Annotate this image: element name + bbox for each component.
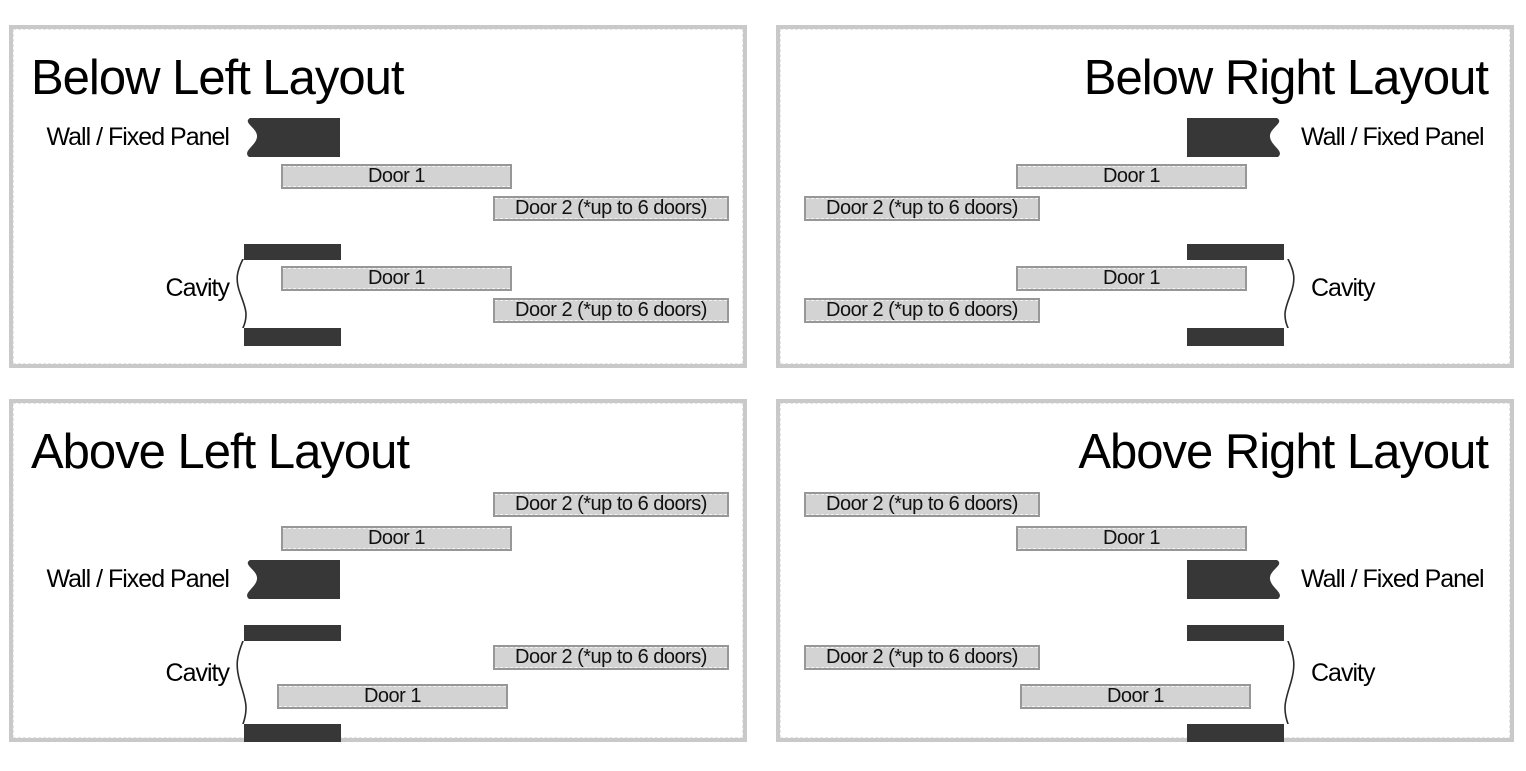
door1-label: Door 1: [1102, 165, 1161, 187]
wall-bar-break-right-icon: [1187, 560, 1280, 599]
cavity-door2-bar: Door 2 (*up to 6 doors): [493, 298, 729, 323]
cavity-wall-bottom-bar: [1187, 724, 1284, 742]
wall-bar-break-left-icon: [247, 118, 340, 157]
panel-below-left: Below Left Layout Wall / Fixed Panel Doo…: [9, 25, 747, 368]
wall-bar-break-left-icon: [247, 560, 340, 599]
door1-bar: Door 1: [281, 526, 512, 551]
door1-bar: Door 1: [281, 164, 512, 189]
wall-fixed-panel-label: Wall / Fixed Panel: [46, 123, 230, 151]
cavity-door2-bar: Door 2 (*up to 6 doors): [804, 298, 1040, 323]
cavity-wall-top-bar: [1187, 625, 1284, 641]
wall-fixed-panel-label: Wall / Fixed Panel: [46, 565, 230, 593]
cavity-door2-bar: Door 2 (*up to 6 doors): [493, 645, 729, 670]
cavity-wall-bottom-bar: [244, 724, 341, 742]
panel-title: Below Right Layout: [1083, 51, 1489, 105]
door1-bar: Door 1: [1016, 526, 1247, 551]
door2-label: Door 2 (*up to 6 doors): [515, 493, 707, 515]
cavity-wall-top-bar: [244, 625, 341, 641]
cavity-door1-bar: Door 1: [281, 266, 512, 291]
cavity-label: Cavity: [165, 273, 230, 302]
door1-label: Door 1: [367, 165, 426, 187]
cavity-wall-top-bar: [244, 244, 341, 260]
cavity-label: Cavity: [1311, 273, 1375, 302]
door1-label: Door 1: [1106, 685, 1165, 707]
panel-title: Above Right Layout: [1078, 425, 1489, 479]
cavity-brace-icon: [1284, 259, 1295, 328]
door1-label: Door 1: [1102, 267, 1161, 289]
panel-title: Above Left Layout: [31, 425, 410, 479]
door1-label: Door 1: [367, 527, 426, 549]
panel-below-right: Below Right Layout Wall / Fixed Panel Do…: [776, 25, 1514, 368]
door2-label: Door 2 (*up to 6 doors): [515, 646, 707, 668]
door1-label: Door 1: [363, 685, 422, 707]
panel-above-left: Above Left Layout Door 2 (*up to 6 doors…: [9, 399, 747, 742]
cavity-door2-bar: Door 2 (*up to 6 doors): [804, 645, 1040, 670]
wall-fixed-panel-label: Wall / Fixed Panel: [1301, 123, 1485, 151]
cavity-brace-icon: [1284, 641, 1295, 724]
panel-above-right: Above Right Layout Door 2 (*up to 6 door…: [776, 399, 1514, 742]
wall-bar-break-right-icon: [1187, 118, 1280, 157]
cavity-wall-bottom-bar: [1187, 328, 1284, 346]
cavity-wall-bottom-bar: [244, 328, 341, 346]
cavity-label: Cavity: [165, 658, 230, 687]
door2-bar: Door 2 (*up to 6 doors): [804, 492, 1040, 517]
cavity-brace-icon: [236, 641, 247, 724]
door2-bar: Door 2 (*up to 6 doors): [804, 196, 1040, 221]
door1-bar: Door 1: [1016, 164, 1247, 189]
door2-label: Door 2 (*up to 6 doors): [826, 197, 1018, 219]
cavity-label: Cavity: [1311, 658, 1375, 687]
wall-fixed-panel-label: Wall / Fixed Panel: [1301, 565, 1485, 593]
cavity-door1-bar: Door 1: [1016, 266, 1247, 291]
cavity-door1-bar: Door 1: [277, 684, 508, 709]
door2-label: Door 2 (*up to 6 doors): [826, 493, 1018, 515]
door2-label: Door 2 (*up to 6 doors): [826, 299, 1018, 321]
door2-label: Door 2 (*up to 6 doors): [826, 646, 1018, 668]
door1-label: Door 1: [367, 267, 426, 289]
cavity-wall-top-bar: [1187, 244, 1284, 260]
door2-label: Door 2 (*up to 6 doors): [515, 299, 707, 321]
door2-label: Door 2 (*up to 6 doors): [515, 197, 707, 219]
panel-title: Below Left Layout: [31, 51, 405, 105]
cavity-door1-bar: Door 1: [1020, 684, 1251, 709]
door1-label: Door 1: [1102, 527, 1161, 549]
cavity-brace-icon: [236, 259, 247, 328]
door2-bar: Door 2 (*up to 6 doors): [493, 196, 729, 221]
door2-bar: Door 2 (*up to 6 doors): [493, 492, 729, 517]
